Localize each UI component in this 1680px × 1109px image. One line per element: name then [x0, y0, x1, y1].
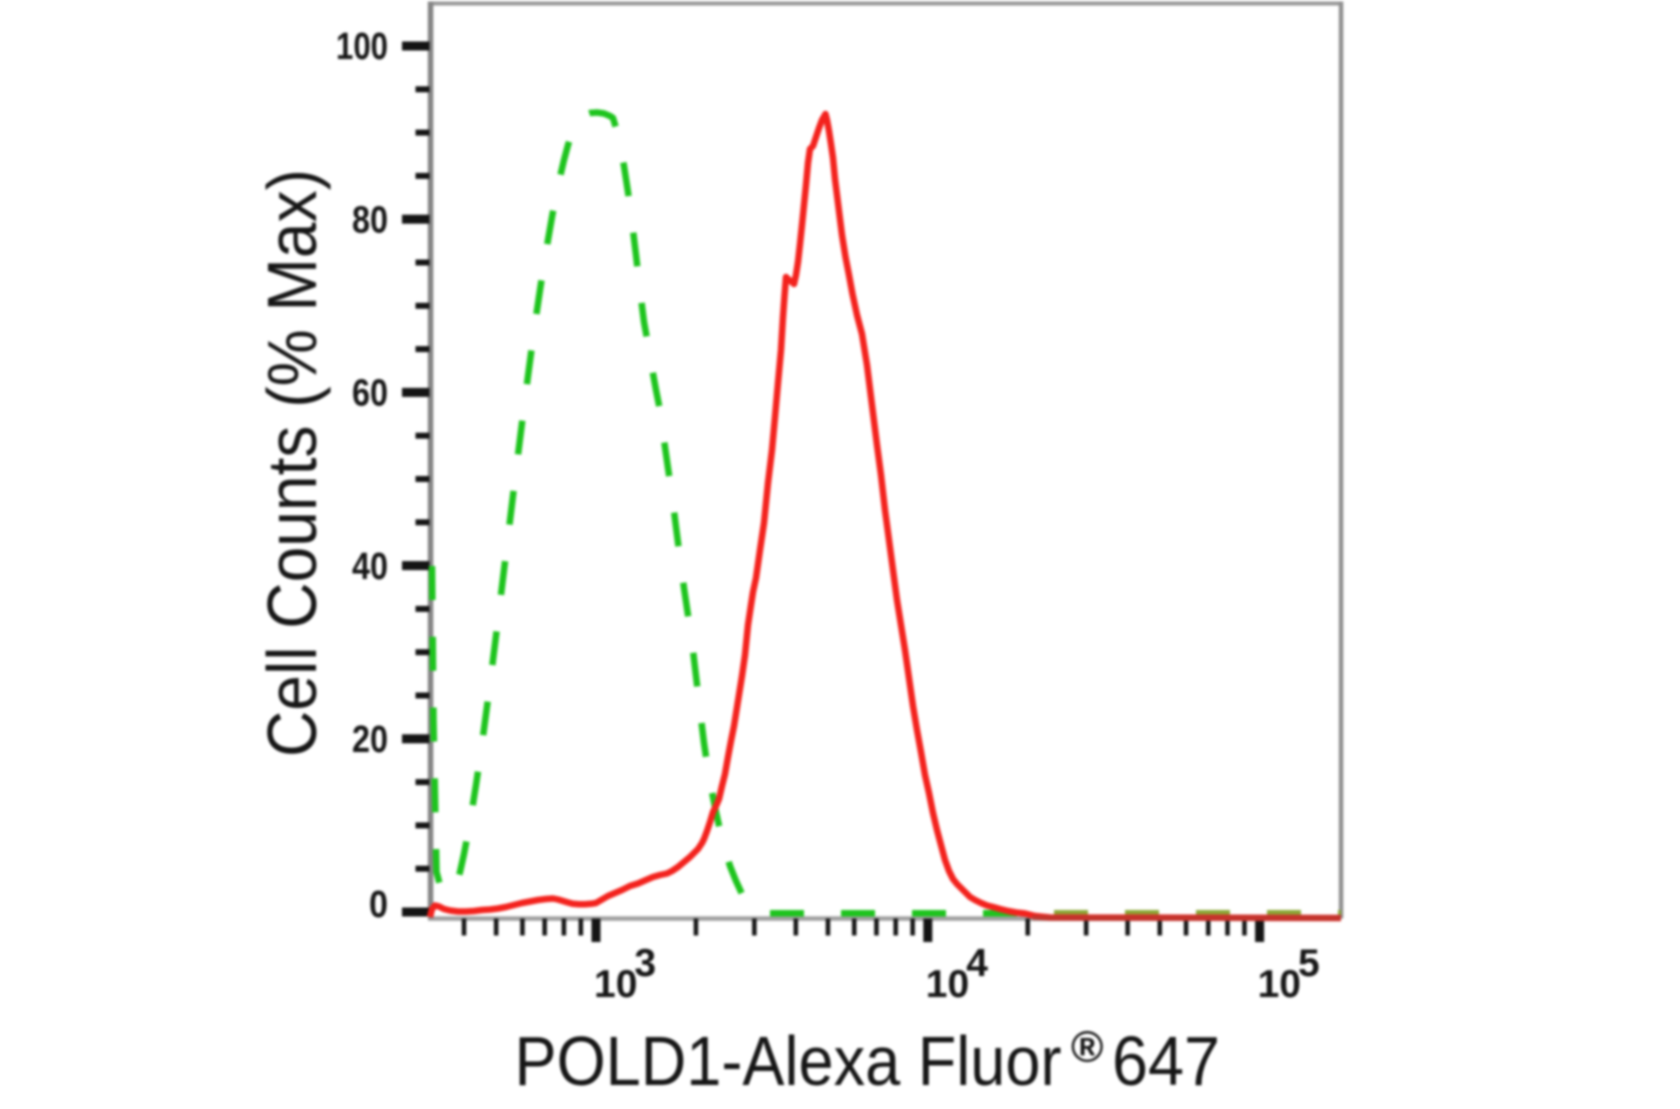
svg-text:105: 105	[1258, 942, 1320, 1006]
svg-text:104: 104	[926, 942, 988, 1006]
svg-text:40: 40	[352, 546, 388, 588]
svg-text:100: 100	[336, 26, 388, 68]
svg-text:80: 80	[352, 199, 388, 241]
svg-text:®: ®	[1071, 1023, 1103, 1072]
svg-text:647: 647	[1112, 1022, 1220, 1100]
svg-text:POLD1-Alexa Fluor: POLD1-Alexa Fluor	[515, 1022, 1062, 1100]
svg-text:Cell Counts (% Max): Cell Counts (% Max)	[253, 169, 331, 757]
svg-text:0: 0	[369, 884, 388, 926]
svg-text:103: 103	[594, 942, 656, 1006]
svg-text:60: 60	[352, 373, 388, 415]
svg-text:20: 20	[352, 719, 388, 761]
